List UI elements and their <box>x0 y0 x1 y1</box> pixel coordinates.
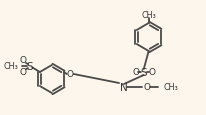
Text: O: O <box>20 68 27 77</box>
Text: S: S <box>27 61 33 71</box>
Text: O: O <box>67 70 74 79</box>
Text: O: O <box>148 68 155 77</box>
Text: N: N <box>120 82 128 92</box>
Text: CH₃: CH₃ <box>3 62 18 71</box>
Text: CH₃: CH₃ <box>141 10 156 19</box>
Text: O: O <box>143 83 150 92</box>
Text: O: O <box>20 56 27 65</box>
Text: CH₃: CH₃ <box>164 83 178 92</box>
Text: O: O <box>132 68 139 77</box>
Text: S: S <box>140 67 147 77</box>
